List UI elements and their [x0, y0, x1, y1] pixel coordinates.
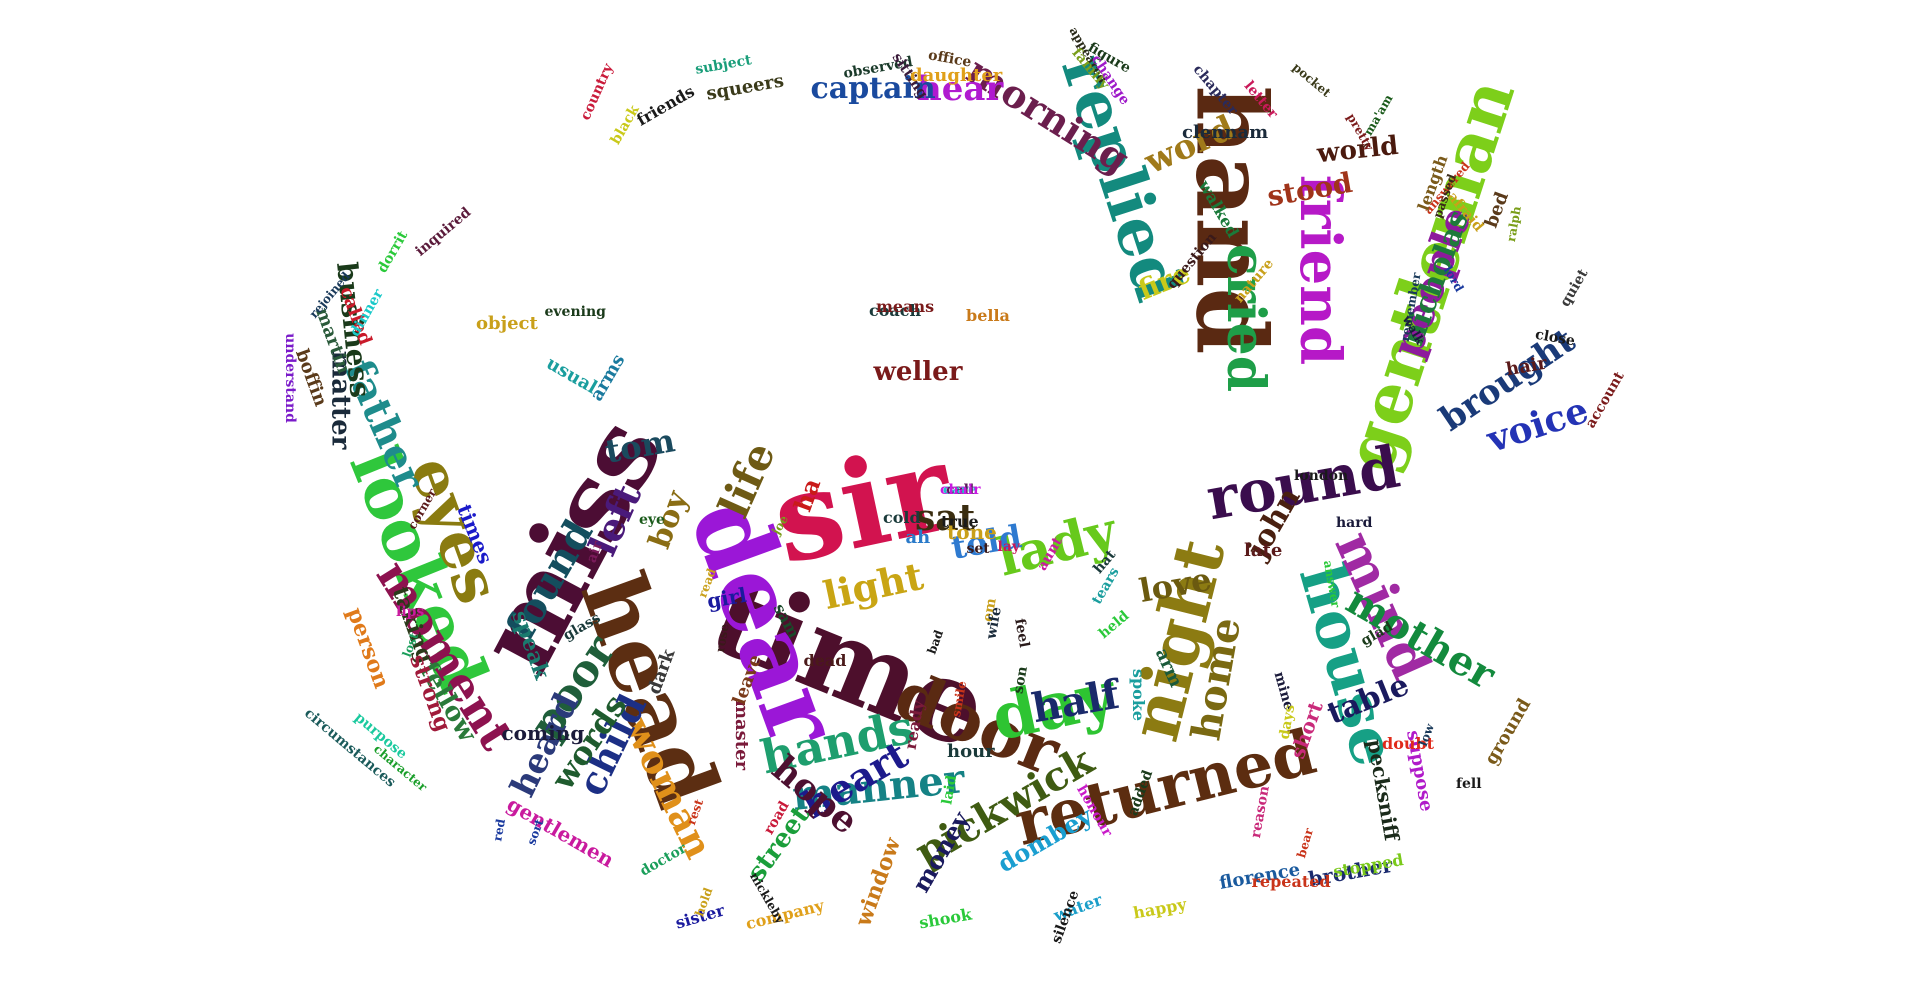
cloud-word: red: [490, 817, 509, 843]
cloud-word: son: [1009, 665, 1031, 695]
cloud-word: arms: [586, 350, 630, 405]
cloud-word: call: [946, 482, 975, 498]
cloud-word: subject: [693, 52, 753, 78]
cloud-word: bella: [966, 306, 1010, 325]
cloud-word: understand: [281, 333, 298, 423]
cloud-word: country: [577, 61, 617, 123]
cloud-word: set: [966, 541, 990, 557]
cloud-word: fell: [1456, 776, 1482, 792]
cloud-word: lips: [396, 604, 425, 620]
cloud-word: inquired: [412, 204, 474, 260]
cloud-word: person: [341, 604, 395, 692]
cloud-word: coming: [501, 721, 585, 745]
cloud-word: true: [941, 512, 979, 531]
cloud-word: account: [1582, 369, 1628, 431]
cloud-word: object: [476, 313, 538, 334]
cloud-word: ground: [1480, 694, 1535, 769]
cloud-word: doubt: [1382, 734, 1435, 753]
cloud-word: dead: [803, 651, 847, 670]
cloud-word: eye: [639, 512, 665, 528]
cloud-word: coach: [869, 301, 922, 320]
cloud-word: chair: [940, 482, 981, 498]
cloud-word: lay: [997, 539, 1021, 555]
cloud-word: held: [1095, 607, 1133, 643]
cloud-word: hour: [947, 741, 995, 762]
cloud-word: dorrit: [374, 228, 412, 276]
cloud-word: evening: [544, 304, 606, 320]
cloud-word: cold: [883, 508, 921, 527]
cloud-word: shook: [917, 904, 973, 933]
cloud-word: happy: [1131, 894, 1188, 923]
cloud-word: wife: [983, 605, 1005, 641]
cloud-word: means: [876, 297, 935, 316]
cloud-word: repeated: [1251, 872, 1331, 891]
cloud-word: sat: [915, 497, 976, 539]
cloud-word: pocket: [1289, 60, 1333, 100]
cloud-word: captain: [810, 71, 936, 106]
cloud-word: quiet: [1556, 266, 1591, 310]
cloud-word: hard: [1336, 515, 1373, 531]
cloud-word: gentlemen: [502, 791, 618, 873]
cloud-word: bear: [1294, 826, 1316, 860]
cloud-word: hear: [917, 69, 1004, 109]
cloud-word: spoke: [1129, 668, 1149, 722]
cloud-word: friends: [632, 81, 698, 130]
cloud-word: late: [1244, 540, 1283, 561]
cloud-word: daughter: [910, 65, 1003, 86]
cloud-word: ah: [905, 527, 931, 548]
cloud-word: master: [731, 699, 753, 771]
cloud-word: clennam: [1182, 122, 1269, 143]
cloud-word: care: [943, 482, 977, 498]
cloud-word: tone: [947, 520, 997, 544]
cloud-word: london: [1294, 468, 1349, 484]
cloud-word: weller: [873, 357, 963, 387]
cloud-word: window: [850, 834, 907, 930]
cloud-word: squeers: [704, 70, 786, 105]
cloud-word: feel: [1010, 617, 1032, 649]
